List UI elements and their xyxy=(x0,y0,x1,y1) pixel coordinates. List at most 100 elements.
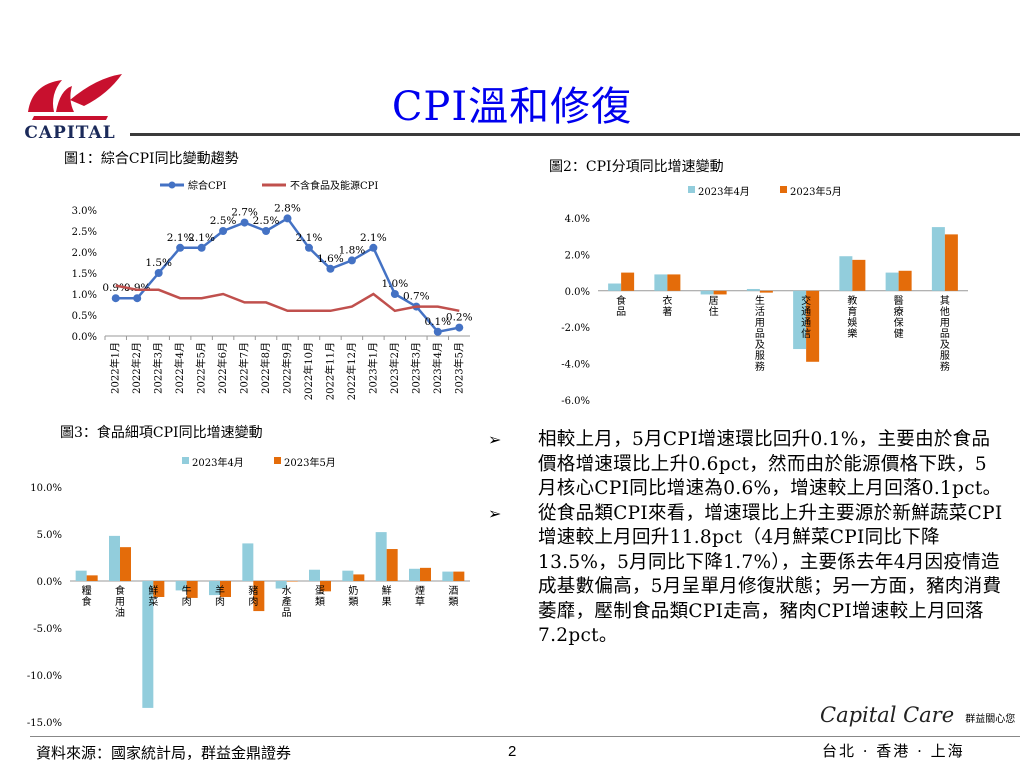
x-tick-label: 2022年9月 xyxy=(281,342,294,394)
bar-1 xyxy=(898,270,912,291)
bar-0 xyxy=(654,274,668,291)
brand-script: Capital Care xyxy=(820,703,955,727)
data-point xyxy=(283,214,292,223)
x-tick-label: 2022年5月 xyxy=(195,342,208,394)
y-tick-label: 0.0% xyxy=(565,287,590,298)
figure3-title: 圖3：食品細項CPI同比增速變動 xyxy=(60,425,263,441)
x-tick-label: 牛肉 xyxy=(182,584,192,608)
data-label: 2.1% xyxy=(360,232,387,244)
bar-1 xyxy=(453,571,465,581)
legend-label: 2023年5月 xyxy=(790,185,842,198)
bar-1 xyxy=(621,272,635,291)
x-tick-label: 生活用品及服務 xyxy=(755,294,765,373)
x-tick-label: 2023年2月 xyxy=(388,342,401,394)
x-tick-label: 2022年8月 xyxy=(259,342,272,394)
y-tick-label: 1.5% xyxy=(72,269,97,280)
data-label: 0.7% xyxy=(403,291,430,303)
brand-tagline: 群益關心您 xyxy=(965,714,1016,725)
bar-0 xyxy=(700,290,714,295)
x-tick-label: 羊肉 xyxy=(215,584,225,608)
y-tick-label: 0.5% xyxy=(72,311,97,322)
data-point xyxy=(369,243,378,252)
data-point xyxy=(154,269,163,277)
y-tick-label: 3.0% xyxy=(72,206,97,217)
data-label: 2.5% xyxy=(253,215,280,227)
x-tick-label: 2022年3月 xyxy=(152,342,165,394)
footer-divider xyxy=(30,736,1020,737)
y-tick-label: 2.5% xyxy=(72,227,97,238)
x-tick-label: 水產品 xyxy=(282,585,292,619)
bar-0 xyxy=(608,283,622,291)
bullet-item: ➢ 相較上月，5月CPI增速環比回升0.1%，主要由於食品價格增速環比上升0.6… xyxy=(488,428,1003,502)
data-point xyxy=(176,243,185,252)
bar-1 xyxy=(353,574,365,581)
capital-care-brand: Capital Care 群益關心您 xyxy=(820,703,1020,731)
data-label: 1.5% xyxy=(145,257,172,269)
x-tick-label: 教育娛樂 xyxy=(847,294,857,340)
data-label: 2.1% xyxy=(296,232,323,244)
bar-0 xyxy=(793,290,807,350)
y-tick-label: 0.0% xyxy=(37,577,62,588)
x-tick-label: 2022年10月 xyxy=(302,342,315,400)
bar-1 xyxy=(852,259,866,291)
x-tick-label: 交通通信 xyxy=(801,294,811,340)
data-label: 2.7% xyxy=(231,207,258,219)
title-divider xyxy=(130,133,1020,136)
bar-0 xyxy=(175,581,187,591)
bar-0 xyxy=(309,569,320,581)
x-tick-label: 醫療保健 xyxy=(894,295,904,340)
figure2-title: 圖2：CPI分項同比增速變動 xyxy=(549,159,724,175)
bar-0 xyxy=(746,288,760,291)
x-tick-label: 鮮菜 xyxy=(148,584,158,608)
data-label: 2.1% xyxy=(188,232,215,244)
x-tick-label: 其他用品及服務 xyxy=(940,295,950,373)
bar-1 xyxy=(220,581,231,597)
data-point xyxy=(347,256,356,265)
x-tick-label: 衣著 xyxy=(662,294,672,318)
legend-label: 2023年4月 xyxy=(192,456,244,469)
bar-0 xyxy=(931,227,945,291)
x-tick-label: 蛋類 xyxy=(315,585,325,608)
bar-0 xyxy=(142,581,154,708)
y-tick-label: -10.0% xyxy=(27,671,62,682)
data-point xyxy=(133,294,142,303)
bar-0 xyxy=(839,256,853,291)
bar-1 xyxy=(153,581,165,597)
bar-1 xyxy=(420,567,431,581)
bullet-text: 從食品類CPI來看，增速環比上升主要源於新鮮蔬菜CPI增速較上月回升11.8pc… xyxy=(538,502,1003,647)
x-tick-label: 2022年6月 xyxy=(216,342,229,394)
bar-1 xyxy=(806,290,820,362)
data-label: 0.9% xyxy=(102,282,129,294)
legend-swatch xyxy=(688,186,695,193)
y-tick-label: -15.0% xyxy=(27,718,62,729)
bar-1 xyxy=(667,274,681,291)
bar-0 xyxy=(242,543,254,581)
x-tick-label: 酒類 xyxy=(448,585,458,608)
data-point xyxy=(240,218,249,227)
x-tick-label: 煙草 xyxy=(415,585,425,608)
legend-label: 綜合CPI xyxy=(188,179,226,192)
data-point xyxy=(304,243,313,252)
y-tick-label: -5.0% xyxy=(33,624,62,635)
bar-0 xyxy=(375,532,387,581)
page-title: CPI溫和修復 xyxy=(391,84,633,130)
legend-label: 2023年5月 xyxy=(284,456,336,469)
y-tick-label: 0.0% xyxy=(72,332,97,343)
data-point xyxy=(390,290,399,298)
page-number: 2 xyxy=(508,743,517,760)
bar-0 xyxy=(342,570,354,581)
y-tick-label: 5.0% xyxy=(37,530,62,541)
data-point xyxy=(433,327,442,336)
bar-0 xyxy=(885,272,899,291)
x-tick-label: 鮮果 xyxy=(382,584,392,608)
x-tick-label: 2023年3月 xyxy=(409,342,422,394)
capital-logo: CAPITAL xyxy=(10,72,130,143)
bar-1 xyxy=(253,581,265,612)
data-point xyxy=(197,243,206,252)
x-tick-label: 居住 xyxy=(709,295,719,318)
y-tick-label: 10.0% xyxy=(30,483,62,494)
bar-0 xyxy=(275,581,287,589)
bar-1 xyxy=(286,581,298,582)
x-tick-label: 食用油 xyxy=(115,584,125,619)
bullet-text: 相較上月，5月CPI增速環比回升0.1%，主要由於食品價格增速環比上升0.6pc… xyxy=(538,429,1002,499)
